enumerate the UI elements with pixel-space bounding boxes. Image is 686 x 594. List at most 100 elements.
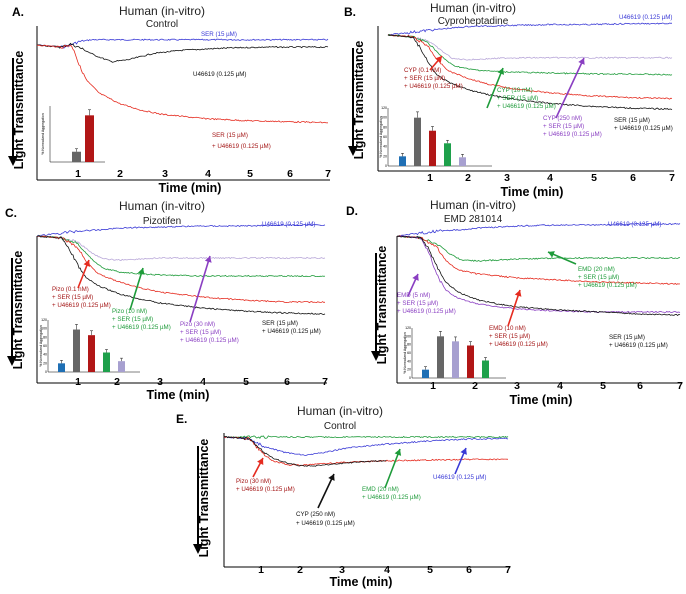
y-axis-label: Light Transmittance bbox=[11, 251, 25, 370]
inset-tick-label: 60 bbox=[383, 135, 387, 139]
annotation-label: SER (15 µM) bbox=[609, 334, 645, 341]
annotation-label: + U46619 (0.125 µM) bbox=[296, 520, 355, 527]
inset-tick-label: 100 bbox=[405, 334, 411, 338]
inset-bar bbox=[422, 369, 429, 378]
chart-title: Human (in-vitro) bbox=[119, 199, 205, 213]
inset-bar bbox=[118, 361, 125, 372]
panel-d: D. Human (in-vitro) EMD 281014 Light Transm… bbox=[346, 198, 683, 407]
panel-a: A. Human (in-vitro)Control Light Transmitt… bbox=[8, 4, 331, 195]
annotation-arrow bbox=[189, 255, 211, 323]
panel-c: C. Human (in-vitro) Pizotifen Light Transmi… bbox=[5, 199, 328, 402]
annotation-label: CYP (250 nM) bbox=[296, 511, 335, 518]
inset-tick-label: 120 bbox=[405, 326, 411, 330]
inset-tick-label: 60 bbox=[43, 344, 47, 348]
x-axis-label: Time (min) bbox=[159, 181, 222, 195]
annotation-label: U46619 (0.125 µM) bbox=[193, 71, 246, 78]
annotation-arrowhead bbox=[83, 260, 91, 267]
chart-title: Human (in-vitro) bbox=[119, 4, 205, 18]
x-axis-label: Time (min) bbox=[330, 575, 393, 589]
annotation-label: + SER (15 µM) bbox=[397, 300, 438, 307]
series-trace bbox=[387, 34, 673, 111]
x-tick-label: 2 bbox=[297, 564, 303, 576]
x-tick-label: 7 bbox=[677, 380, 683, 392]
inset-bar bbox=[452, 341, 459, 378]
chart-subtitle: Pizotifen bbox=[143, 216, 181, 227]
x-tick-label: 5 bbox=[591, 172, 597, 184]
inset-tick-label: 20 bbox=[43, 361, 47, 365]
series-trace bbox=[387, 34, 673, 100]
x-tick-label: 5 bbox=[427, 564, 433, 576]
panel-label: A. bbox=[12, 5, 24, 19]
chart-subtitle: Control bbox=[324, 421, 356, 432]
annotation-label: + U46619 (0.125 µM) bbox=[212, 143, 271, 150]
annotation-arrowhead bbox=[497, 68, 505, 75]
x-tick-label: 3 bbox=[504, 172, 510, 184]
annotation-arrowhead bbox=[328, 474, 335, 481]
annotation-label: CYP (0.1 nM) bbox=[404, 67, 441, 74]
inset-bar bbox=[85, 115, 94, 162]
x-tick-label: 6 bbox=[637, 380, 643, 392]
inset-bar bbox=[467, 345, 474, 378]
inset-tick-label: 40 bbox=[383, 145, 387, 149]
x-tick-label: 4 bbox=[205, 168, 211, 180]
annotation-label: SER (15 µM) bbox=[262, 320, 298, 327]
x-tick-label: 6 bbox=[466, 564, 472, 576]
inset-bar bbox=[58, 363, 65, 372]
y-axis-label: Light Transmittance bbox=[352, 41, 366, 160]
y-axis-label: Light Transmittance bbox=[375, 246, 389, 365]
inset-tick-label: 80 bbox=[407, 343, 411, 347]
chart-subtitle: Cyproheptadine bbox=[438, 16, 509, 27]
series-trace bbox=[36, 38, 329, 49]
chart-subtitle: Control bbox=[146, 19, 178, 30]
x-axis-label: Time (min) bbox=[147, 388, 210, 402]
panel-b: B. Human (in-vitro)Cyproheptadine Light Tr… bbox=[344, 1, 675, 199]
inset-y-label: % Normalized Aggregation bbox=[39, 325, 43, 366]
annotation-label: + U46619 (0.125 µM) bbox=[52, 302, 111, 309]
annotation-label: + SER (15 µM) bbox=[543, 123, 584, 130]
x-tick-label: 1 bbox=[258, 564, 264, 576]
inset-tick-label: 100 bbox=[41, 327, 47, 331]
inset-y-label: % Normalized Aggregation bbox=[379, 116, 383, 157]
inset-bar-chart: % Normalized Aggregation bbox=[41, 106, 105, 163]
annotation-label: U46619 (0.125 µM) bbox=[262, 221, 315, 228]
x-axis-label: Time (min) bbox=[510, 393, 573, 407]
y-axis-arrowhead bbox=[193, 544, 203, 554]
annotation-label: + SER (15 µM) bbox=[578, 274, 619, 281]
series-trace bbox=[36, 235, 326, 304]
annotation-label: + U46619 (0.125 µM) bbox=[614, 125, 673, 132]
series-trace bbox=[36, 235, 326, 278]
x-tick-label: 5 bbox=[600, 380, 606, 392]
annotation-label: U46619 (0.125 µM) bbox=[608, 221, 661, 228]
x-tick-label: 4 bbox=[200, 376, 206, 388]
annotation-label: Pizo (10 nM) bbox=[112, 308, 147, 315]
annotation-arrowhead bbox=[412, 274, 419, 281]
y-axis-label: Light Transmittance bbox=[197, 439, 211, 558]
series-trace bbox=[36, 44, 329, 124]
panel-e: E. Human (in-vitro) Control Light Transmitt… bbox=[176, 404, 511, 589]
series-trace bbox=[36, 223, 326, 237]
annotation-arrowhead bbox=[204, 256, 212, 263]
annotation-label: + SER (15 µM) bbox=[497, 95, 538, 102]
annotation-label: + U46619 (0.125 µM) bbox=[404, 83, 463, 90]
inset-tick-label: 60 bbox=[407, 351, 411, 355]
annotation-label: U46619 (0.125 µM) bbox=[619, 14, 672, 21]
inset-tick-label: 120 bbox=[41, 318, 47, 322]
annotation-label: + SER (15 µM) bbox=[404, 75, 445, 82]
annotation-label: + U46619 (0.125 µM) bbox=[112, 324, 171, 331]
annotation-label: U46619 (0.125 µM) bbox=[433, 474, 486, 481]
annotation-label: + U46619 (0.125 µM) bbox=[543, 131, 602, 138]
inset-tick-label: 40 bbox=[43, 353, 47, 357]
x-tick-label: 5 bbox=[243, 376, 249, 388]
annotation-arrowhead bbox=[578, 58, 585, 65]
y-axis-arrowhead bbox=[348, 146, 358, 156]
chart-title: Human (in-vitro) bbox=[430, 198, 516, 212]
annotation-arrowhead bbox=[137, 268, 145, 275]
series-trace bbox=[223, 435, 509, 439]
annotation-arrow bbox=[507, 289, 521, 327]
annotation-label: + U46619 (0.125 µM) bbox=[397, 308, 456, 315]
x-tick-label: 7 bbox=[325, 168, 331, 180]
x-axis-label: Time (min) bbox=[501, 185, 564, 199]
